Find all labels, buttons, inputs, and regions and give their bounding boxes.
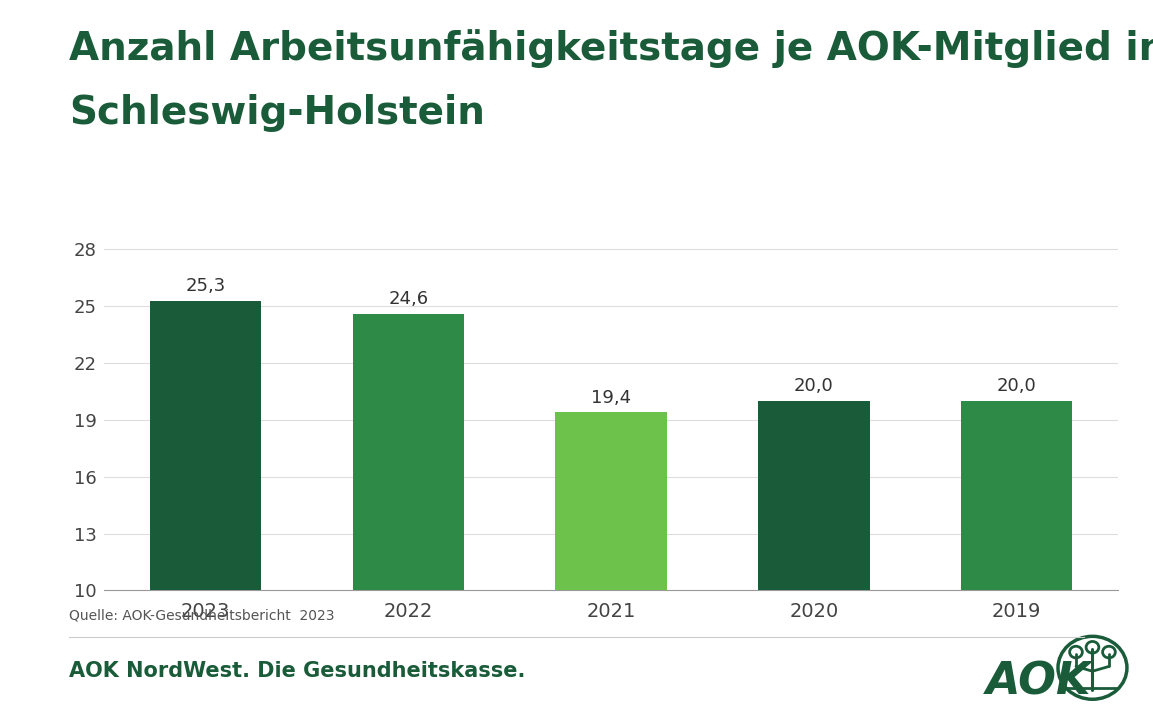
Text: 20,0: 20,0: [794, 377, 834, 395]
Bar: [758, 401, 869, 590]
Text: 25,3: 25,3: [186, 276, 226, 294]
Bar: [150, 300, 262, 590]
Text: Anzahl Arbeitsunfähigkeitstage je AOK-Mitglied in: Anzahl Arbeitsunfähigkeitstage je AOK-Mi…: [69, 29, 1153, 68]
Text: AOK NordWest. Die Gesundheitskasse.: AOK NordWest. Die Gesundheitskasse.: [69, 661, 526, 681]
Text: 19,4: 19,4: [591, 389, 631, 407]
Text: AOK: AOK: [986, 661, 1092, 704]
Bar: [960, 401, 1072, 590]
Text: 24,6: 24,6: [389, 290, 429, 308]
Text: Schleswig-Holstein: Schleswig-Holstein: [69, 94, 485, 132]
Bar: [353, 314, 465, 590]
Text: Quelle: AOK-Gesundheitsbericht  2023: Quelle: AOK-Gesundheitsbericht 2023: [69, 608, 334, 622]
Bar: [556, 413, 666, 590]
Text: 20,0: 20,0: [996, 377, 1037, 395]
